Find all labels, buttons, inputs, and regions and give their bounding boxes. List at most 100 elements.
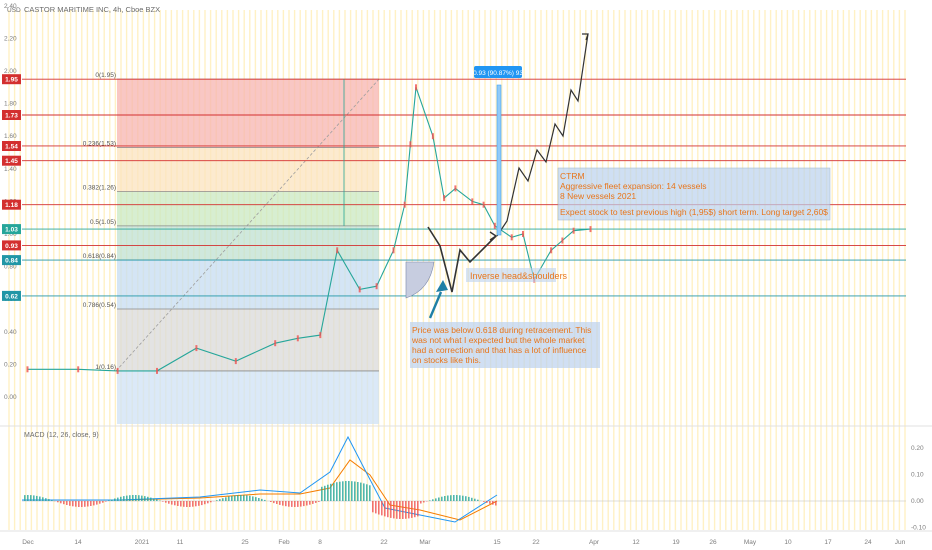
fib-level-label: 1(0.16) [95,364,116,371]
price-tick: 0.20 [4,361,17,368]
price-tick: 1.00 [4,231,17,238]
price-badge-label: 1.45 [5,158,18,165]
ctrm-line-1: Aggressive fleet expansion: 14 vessels [560,181,707,191]
forecast-path [427,33,589,293]
macd-histogram-bar [63,501,65,505]
macd-histogram-bar [210,501,212,503]
macd-histogram-bar [27,495,29,501]
fib-zone [117,79,379,148]
macd-histogram-bar [351,481,353,501]
macd-histogram-bar [393,501,395,519]
price-badge-label: 0.93 [5,243,18,250]
time-tick: 17 [824,539,832,546]
fib-level-label: 0.382(1.26) [83,185,116,192]
price-candle [572,227,575,234]
macd-histogram-bar [195,501,197,507]
macd-histogram-bar [189,501,191,507]
macd-tick: 0.10 [911,472,924,479]
time-tick: 22 [380,539,388,546]
price-candle [522,231,524,237]
time-tick: 2021 [135,539,150,546]
macd-histogram-bar [420,501,422,504]
macd-histogram-bar [111,499,113,501]
macd-histogram-bar [99,501,101,504]
price-candle [510,234,513,241]
price-badge-label: 0.62 [5,293,18,300]
macd-histogram-bar [264,499,266,501]
macd-histogram-bar [291,501,293,507]
macd-histogram-bar [279,501,281,505]
macd-histogram-bar [198,501,200,506]
macd-histogram-bar [231,495,233,501]
time-axis: Dec 14 2021 11 25 Feb 8 22 Mar 15 22 Apr 12 19 26 May 10… [0,530,932,546]
price-candle [234,358,237,365]
macd-histogram-bar [162,501,164,502]
macd-histogram-bar [306,501,308,506]
time-tick: May [744,539,757,546]
macd-histogram-bar [105,501,107,502]
macd-histogram-bar [201,501,203,506]
price-candle [415,84,417,91]
forecast-arrowhead [582,33,589,41]
macd-histogram-bar [315,501,317,503]
macd-histogram-bar [456,495,458,501]
fib-zone-extension [117,370,379,425]
macd-histogram-bar [417,501,419,517]
macd-histogram-bar [138,495,140,501]
time-tick: 15 [493,539,501,546]
macd-histogram-bar [453,495,455,501]
macd-histogram-bar [24,495,26,501]
price-badge-label: 1.95 [5,77,18,84]
macd-histogram-bar [345,481,347,501]
price-tick: 2.00 [4,68,17,75]
retracement-note-box [410,322,600,368]
time-tick: 11 [177,539,184,546]
macd-histogram-bar [273,501,275,504]
macd-histogram-bar [153,498,155,501]
price-candle [375,283,378,290]
macd-histogram-bar [252,496,254,501]
price-candle [296,335,299,342]
measure-bar [496,84,502,236]
price-axis: 2.402.202.001.801.601.401.201.000.800.60… [2,3,21,401]
macd-histogram-bar [234,495,236,501]
fib-level-label: 0.5(1.05) [90,219,116,226]
macd-histogram-bar [258,498,260,501]
price-badge [2,155,21,166]
macd-histogram-bar [483,501,485,502]
macd-histogram-bar [90,501,92,506]
macd-histogram-bar [414,501,416,518]
macd-histogram-bar [36,495,38,501]
macd-histogram-bar [141,495,143,501]
macd-histogram-bar [60,501,62,504]
macd-histogram-bar [387,501,389,518]
macd-line [22,435,498,523]
macd-histogram-bar [171,501,173,505]
time-tick: 25 [241,539,249,546]
macd-histogram-bar [390,501,392,518]
macd-histogram-bar [447,495,449,501]
macd-histogram-bar [261,498,263,501]
macd-histogram-bar [321,486,323,501]
macd-histogram-bar [297,501,299,507]
price-candle [358,286,361,293]
fib-zone [117,191,379,226]
macd-histogram-bar [243,495,245,501]
price-candle [392,247,395,254]
price-tick: 0.40 [4,329,17,336]
price-candle [274,340,277,347]
macd-histogram-bar [168,501,170,504]
macd-histogram-bar [33,495,35,501]
macd-histogram-bar [372,501,374,513]
macd-histogram-bar [126,495,128,501]
macd-histogram-bar [222,498,224,501]
price-candle [319,332,322,339]
macd-histogram-bar [492,501,494,505]
macd-histogram-bar [468,496,470,501]
price-candle [156,367,158,374]
fib-zone [117,147,379,192]
macd-histogram-bar [177,501,179,506]
inverse-hs-label: Inverse head&shoulders [470,271,568,281]
macd-histogram-bar [309,501,311,505]
